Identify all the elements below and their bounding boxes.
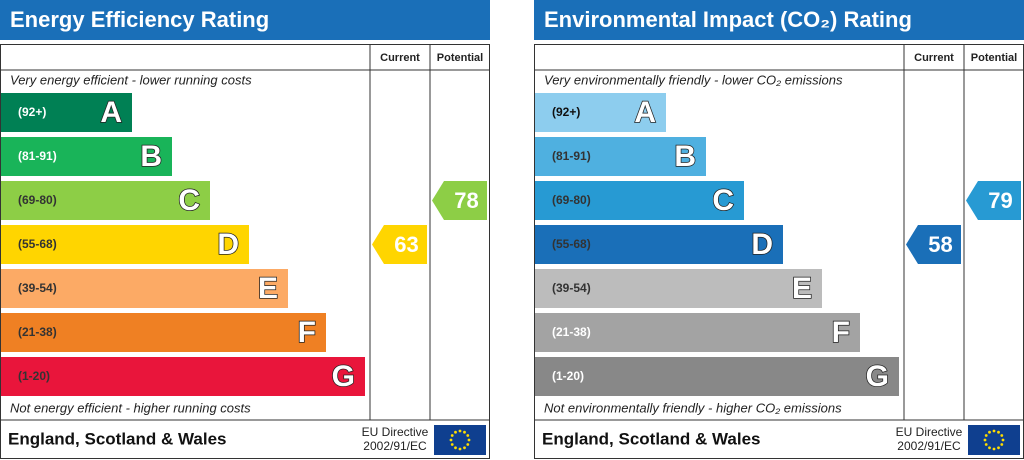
band-range: (92+) — [552, 105, 580, 119]
band-range: (39-54) — [18, 281, 57, 295]
panel-frame — [0, 44, 490, 459]
eu-star — [992, 429, 996, 433]
eu-star — [466, 434, 470, 437]
eu-star — [454, 430, 457, 434]
rating-arrow — [432, 181, 487, 220]
panel-title: Environmental Impact (CO₂) Rating — [544, 7, 912, 32]
top-note: Very environmentally friendly - lower CO… — [544, 72, 843, 87]
band-range: (55-68) — [552, 237, 591, 251]
rating-arrow — [966, 181, 1021, 220]
rating-band — [535, 357, 899, 396]
band-letter: A — [634, 96, 656, 129]
eu-star — [984, 434, 988, 437]
band-range: (69-80) — [18, 193, 57, 207]
band-range: (39-54) — [552, 281, 591, 295]
rating-band — [535, 225, 783, 264]
band-letter: C — [712, 184, 734, 217]
eu-star — [454, 446, 457, 450]
rating-band — [1, 269, 288, 308]
band-letter: E — [258, 272, 278, 305]
rating-band — [1, 181, 210, 220]
column-header: Potential — [437, 52, 483, 64]
column-header: Current — [914, 52, 954, 64]
eu-star — [988, 446, 991, 450]
top-note: Very energy efficient - lower running co… — [10, 72, 252, 87]
eu-star — [1000, 434, 1004, 437]
rating-arrow — [906, 225, 961, 264]
eu-star — [997, 446, 1000, 450]
band-letter: G — [332, 360, 355, 393]
band-range: (81-91) — [552, 149, 591, 163]
eu-star — [463, 430, 466, 434]
rating-band — [535, 313, 860, 352]
eu-star — [450, 434, 454, 437]
bottom-note: Not environmentally friendly - higher CO… — [544, 400, 842, 415]
directive-line: EU Directive — [362, 425, 429, 439]
rating-value: 78 — [454, 188, 478, 213]
title-bar — [0, 0, 490, 40]
band-letter: E — [792, 272, 812, 305]
rating-band — [1, 225, 249, 264]
rating-arrow — [372, 225, 427, 264]
band-letter: A — [100, 96, 122, 129]
band-letter: G — [866, 360, 889, 393]
panel-title: Energy Efficiency Rating — [10, 7, 269, 32]
rating-band — [535, 93, 666, 132]
band-letter: F — [832, 316, 850, 349]
eu-star — [1001, 438, 1005, 442]
eu-star — [466, 443, 470, 446]
eu-star — [450, 443, 454, 446]
eu-star — [449, 438, 453, 442]
footer-region: England, Scotland & Wales — [8, 429, 227, 448]
eu-star — [467, 438, 471, 442]
title-bar — [534, 0, 1024, 40]
rating-band — [1, 137, 172, 176]
eu-star — [458, 447, 462, 451]
rating-value: 58 — [928, 232, 952, 257]
eu-star — [463, 446, 466, 450]
rating-band — [1, 357, 365, 396]
band-letter: D — [217, 228, 239, 261]
band-letter: F — [298, 316, 316, 349]
eu-star — [997, 430, 1000, 434]
directive-line: 2002/91/EC — [897, 439, 961, 453]
eu-star — [458, 429, 462, 433]
eu-star — [983, 438, 987, 442]
band-range: (69-80) — [552, 193, 591, 207]
rating-value: 63 — [394, 232, 418, 257]
rating-value: 79 — [988, 188, 1012, 213]
eu-star — [984, 443, 988, 446]
band-range: (21-38) — [552, 325, 591, 339]
band-range: (55-68) — [18, 237, 57, 251]
column-header: Potential — [971, 52, 1017, 64]
eu-flag — [434, 425, 486, 455]
rating-band — [535, 269, 822, 308]
band-range: (81-91) — [18, 149, 57, 163]
footer-region: England, Scotland & Wales — [542, 429, 761, 448]
band-range: (1-20) — [18, 369, 50, 383]
eu-star — [992, 447, 996, 451]
rating-band — [535, 181, 744, 220]
band-letter: C — [178, 184, 200, 217]
band-range: (1-20) — [552, 369, 584, 383]
eu-flag — [968, 425, 1020, 455]
rating-band — [535, 137, 706, 176]
eu-star — [988, 430, 991, 434]
rating-band — [1, 93, 132, 132]
directive-line: EU Directive — [896, 425, 963, 439]
band-range: (21-38) — [18, 325, 57, 339]
band-letter: D — [751, 228, 773, 261]
column-header: Current — [380, 52, 420, 64]
rating-band — [1, 313, 326, 352]
bottom-note: Not energy efficient - higher running co… — [10, 400, 251, 415]
band-letter: B — [140, 140, 162, 173]
band-range: (92+) — [18, 105, 46, 119]
band-letter: B — [674, 140, 696, 173]
eu-star — [1000, 443, 1004, 446]
directive-line: 2002/91/EC — [363, 439, 427, 453]
